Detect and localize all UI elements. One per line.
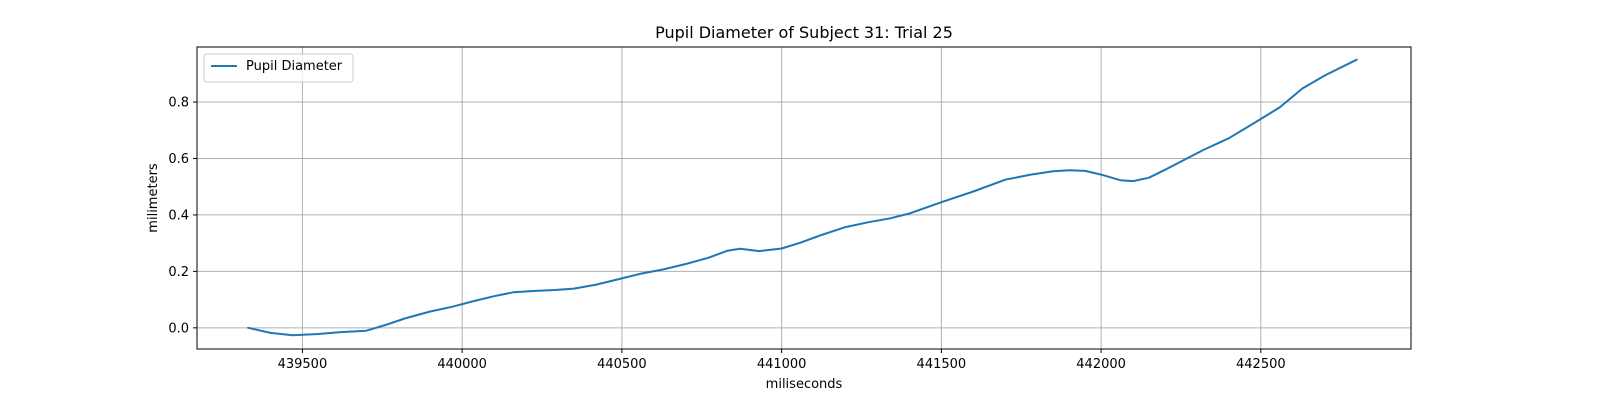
y-tick-label: 0.2: [168, 265, 189, 280]
x-tick-label: 442000: [1076, 357, 1126, 372]
legend-box: [203, 53, 354, 83]
x-tick-label: 440500: [597, 357, 647, 372]
x-tick-label: 441000: [757, 357, 807, 372]
ticks: 439500 440000 440500 441000 441500 442000 4425…: [168, 96, 1285, 372]
x-tick-label: 441500: [917, 357, 967, 372]
legend: Pupil Diameter: [203, 53, 354, 83]
x-tick-label: 442500: [1236, 357, 1286, 372]
y-tick-label: 0.6: [168, 152, 189, 167]
plot-frame: [196, 46, 1412, 350]
series-layer: [247, 58, 1358, 337]
y-tick-label: 0.0: [168, 321, 189, 336]
x-tick-label: 439500: [278, 357, 328, 372]
x-axis-label: miliseconds: [766, 377, 843, 392]
y-axis-label: milimeters: [146, 163, 161, 233]
legend-entry-pupil-diameter: Pupil Diameter: [246, 59, 343, 74]
chart-title: Pupil Diameter of Subject 31: Trial 25: [655, 23, 953, 42]
y-tick-label: 0.4: [168, 208, 189, 223]
grid: [197, 47, 1411, 349]
x-tick-label: 440000: [437, 357, 487, 372]
y-tick-label: 0.8: [168, 96, 189, 111]
series-line-pupil-diameter: [247, 58, 1358, 337]
